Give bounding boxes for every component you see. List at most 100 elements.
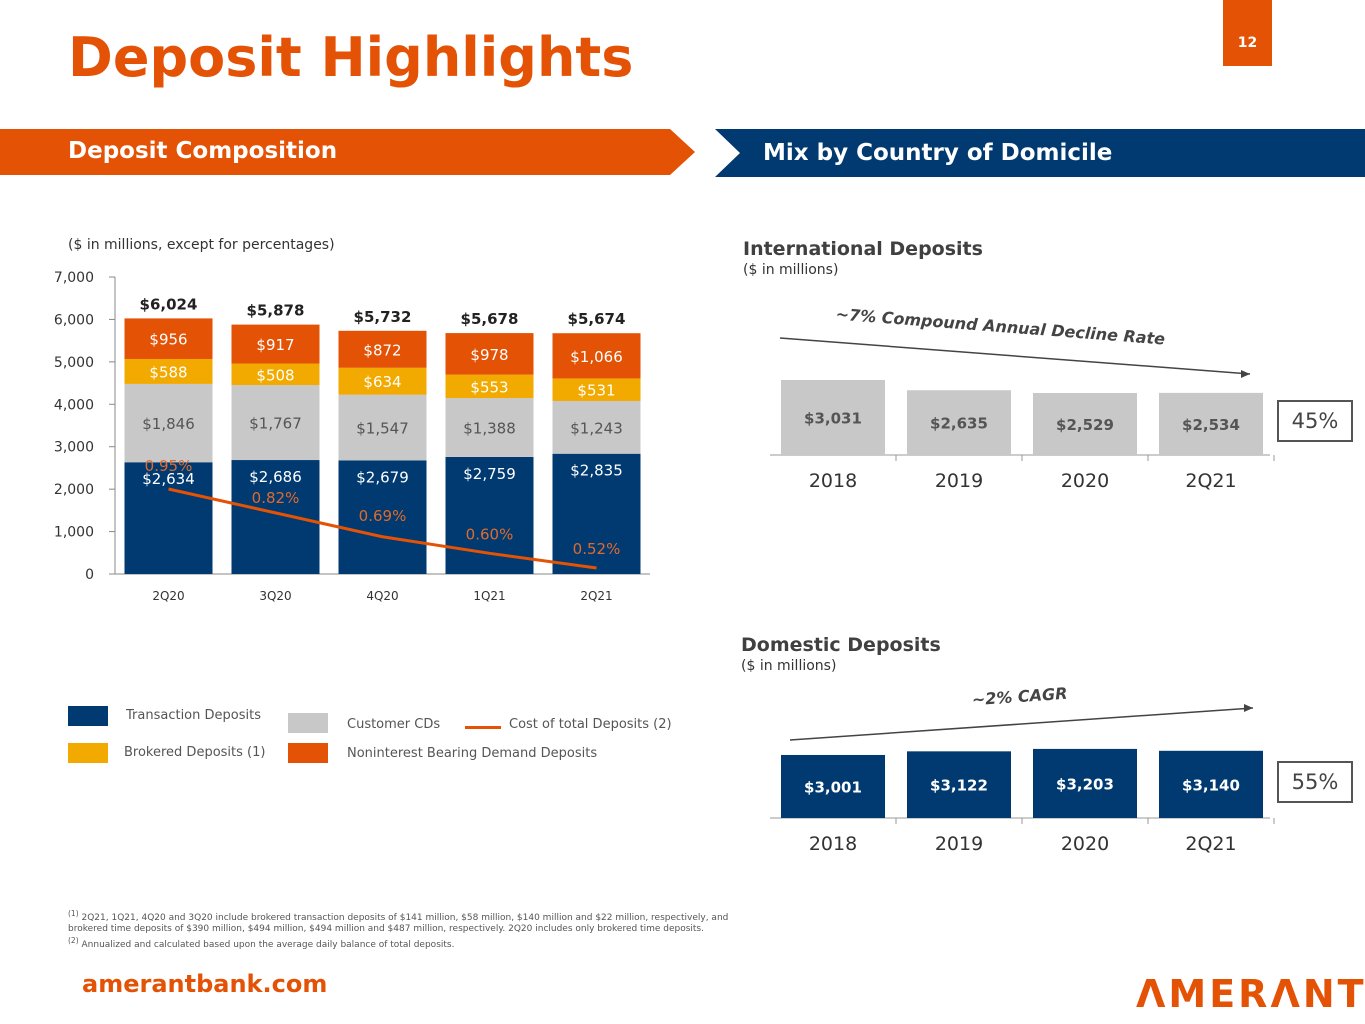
trend-arrow-head xyxy=(1241,370,1250,378)
page-title: Deposit Highlights xyxy=(68,26,634,89)
bar-segment xyxy=(552,333,641,379)
bar xyxy=(1033,748,1137,818)
bar-label: $3,122 xyxy=(930,777,988,795)
legend-swatch-cds xyxy=(288,713,328,733)
bar xyxy=(1033,393,1137,455)
bar-label: $3,001 xyxy=(804,778,862,796)
bar-label: $1,243 xyxy=(570,419,623,437)
legend-brokered-note: (1) xyxy=(247,745,266,760)
x-tick-label: 2Q20 xyxy=(152,589,184,603)
bar-segment xyxy=(445,374,534,399)
bar-segment xyxy=(231,324,320,364)
bar-segment xyxy=(338,460,427,574)
intl-title: International Deposits xyxy=(743,238,983,260)
bar-segment xyxy=(124,318,213,359)
bar-label: $3,203 xyxy=(1056,775,1114,793)
dom-share: 55% xyxy=(1277,761,1353,803)
y-tick-label: 5,000 xyxy=(54,355,94,371)
bar xyxy=(1159,392,1263,455)
y-tick-label: 4,000 xyxy=(54,397,94,413)
legend-cost: Cost of total Deposits (2) xyxy=(509,717,672,732)
trend-arrow-head xyxy=(1244,704,1253,712)
footnote-2-mark: (2) xyxy=(68,936,79,945)
dom-title: Domestic Deposits xyxy=(741,634,941,656)
website-link[interactable]: amerantbank.com xyxy=(82,970,328,998)
trend-annotation: ~2% CAGR xyxy=(971,684,1068,710)
trend-arrow xyxy=(779,337,1251,375)
legend-cost-note: (2) xyxy=(653,717,672,732)
bar xyxy=(781,754,885,818)
bar-total-label: $5,878 xyxy=(247,302,305,320)
bar-label: $2,635 xyxy=(930,415,988,433)
cost-label: 0.69% xyxy=(359,507,407,525)
y-tick-label: 6,000 xyxy=(54,312,94,328)
bar-segment xyxy=(231,385,320,461)
legend-brokered: Brokered Deposits (1) xyxy=(124,745,265,760)
legend-cds: Customer CDs xyxy=(347,717,441,732)
legend-line-swatch xyxy=(465,726,501,729)
cost-label: 0.95% xyxy=(145,457,193,475)
international-deposits-chart: $3,031 2018 $2,635 2019 $2,529 2020 $2,534 2Q21… xyxy=(770,304,1275,492)
legend-transaction: Transaction Deposits xyxy=(126,708,261,723)
legend-swatch-brokered xyxy=(68,743,108,763)
bar xyxy=(907,751,1011,818)
bar-segment xyxy=(231,460,320,574)
bar-segment xyxy=(124,462,213,574)
cost-label: 0.52% xyxy=(573,540,621,558)
bar-label: $2,679 xyxy=(356,468,409,486)
x-tick-label: 2019 xyxy=(935,470,983,492)
bar-total-label: $5,678 xyxy=(461,310,519,328)
bar-label: $3,140 xyxy=(1182,776,1240,794)
bar-label: $1,388 xyxy=(463,419,516,437)
footnote-2: Annualized and calculated based upon the… xyxy=(81,940,455,950)
bar-label: $2,529 xyxy=(1056,416,1114,434)
x-tick-label: 2018 xyxy=(809,470,857,492)
intl-subtitle: ($ in millions) xyxy=(743,262,839,278)
bar-label: $3,031 xyxy=(804,410,862,428)
bar-segment xyxy=(338,330,427,368)
dom-subtitle: ($ in millions) xyxy=(741,658,837,674)
bar-label: $588 xyxy=(149,363,187,381)
bar-label: $2,686 xyxy=(249,468,302,486)
bar-total-label: $5,674 xyxy=(568,310,626,328)
x-tick-label: 2Q21 xyxy=(1185,833,1236,855)
legend-nonint: Noninterest Bearing Demand Deposits xyxy=(347,746,598,761)
bar-segment xyxy=(231,363,320,386)
bar-segment xyxy=(552,400,641,454)
page-number: 12 xyxy=(1223,0,1272,66)
bar-segment xyxy=(124,383,213,463)
bar xyxy=(907,390,1011,455)
x-tick-label: 2Q21 xyxy=(1185,470,1236,492)
bar-label: $2,534 xyxy=(1182,416,1240,434)
y-tick-label: 0 xyxy=(85,567,94,583)
amerant-logo: ΛMERΛNT xyxy=(1136,972,1365,1016)
banner-mix-by-country: Mix by Country of Domicile xyxy=(715,129,1365,177)
bar-label: $978 xyxy=(470,346,508,364)
x-tick-label: 1Q21 xyxy=(473,589,505,603)
x-tick-label: 2018 xyxy=(809,833,857,855)
bar-segment xyxy=(338,367,427,395)
bar-segment xyxy=(445,398,534,457)
bar-label: $508 xyxy=(256,366,294,384)
x-tick-label: 2020 xyxy=(1061,470,1109,492)
legend-swatch-nonint xyxy=(288,743,328,763)
bar-label: $553 xyxy=(470,378,508,396)
bar-segment xyxy=(552,378,641,401)
cost-label: 0.60% xyxy=(466,525,514,543)
chart-subtitle: ($ in millions, except for percentages) xyxy=(68,237,335,253)
y-tick-label: 2,000 xyxy=(54,482,94,498)
legend-swatch-transaction xyxy=(68,706,108,726)
footnote-1-mark: (1) xyxy=(68,909,79,918)
bar-segment xyxy=(445,333,534,375)
y-tick-label: 3,000 xyxy=(54,440,94,456)
trend-arrow xyxy=(789,707,1254,741)
bar-label: $634 xyxy=(363,373,401,391)
bar-segment xyxy=(124,358,213,384)
x-tick-label: 2Q21 xyxy=(580,589,612,603)
domestic-deposits-chart: $3,001 2018 $3,122 2019 $3,203 2020 $3,140 2Q21… xyxy=(770,684,1275,855)
deposit-composition-chart: 0 1,000 2,000 3,000 4,000 5,000 6,000 7,000 $2,6… xyxy=(54,270,650,603)
bar-segment xyxy=(552,453,641,574)
bar xyxy=(1159,750,1263,818)
bar-label: $2,759 xyxy=(463,465,516,483)
bar-label: $1,066 xyxy=(570,348,623,366)
